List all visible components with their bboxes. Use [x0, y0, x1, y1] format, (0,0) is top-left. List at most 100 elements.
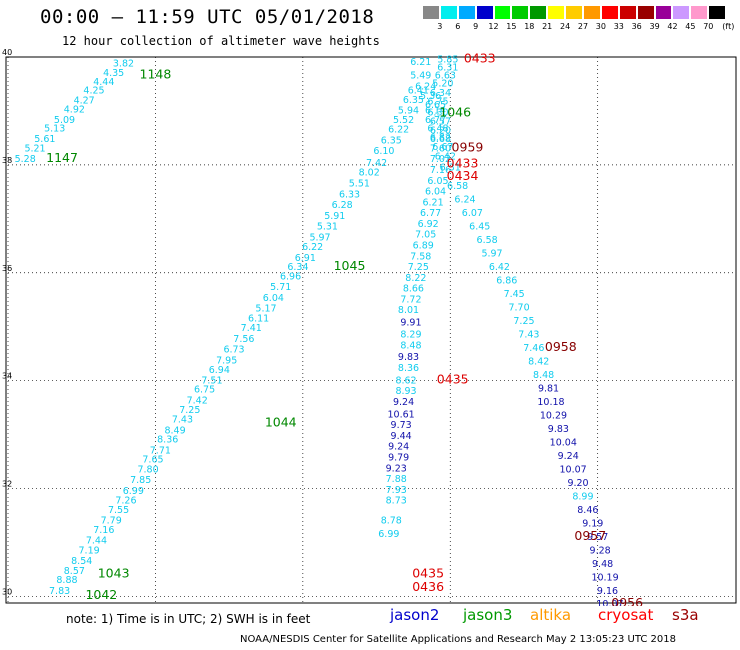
wave-height-value: 7.60 — [430, 143, 451, 154]
lat-tick-label: 36 — [2, 264, 12, 273]
wave-height-value: 6.35 — [403, 95, 424, 106]
wave-height-value: 6.63 — [435, 71, 456, 82]
wave-height-value: 6.10 — [373, 146, 394, 157]
wave-height-value: 9.24 — [558, 451, 579, 462]
wave-height-value: 5.21 — [24, 143, 45, 154]
legend-altika: altika — [530, 606, 572, 624]
wave-height-value: 6.58 — [477, 235, 498, 246]
wave-height-value: 8.36 — [398, 363, 419, 374]
wave-height-value: 6.65 — [425, 100, 446, 111]
color-bin — [422, 5, 440, 20]
wave-height-value: 5.17 — [255, 304, 276, 315]
wave-height-value: 9.20 — [567, 478, 588, 489]
wave-height-value: 5.52 — [393, 115, 414, 126]
wave-height-value: 9.16 — [597, 586, 618, 597]
wave-height-value: 6.67 — [432, 142, 453, 153]
lon-tick-label: 165 — [1, 605, 16, 606]
pass-time-label: 0436 — [412, 579, 444, 594]
wave-height-value: 5.28 — [15, 154, 36, 165]
lon-tick-label: 168 — [148, 605, 163, 606]
wave-height-value: 7.25 — [408, 262, 429, 273]
wave-height-value: 8.42 — [528, 356, 549, 367]
color-bin — [654, 5, 673, 20]
wave-height-value: 7.41 — [241, 323, 262, 334]
color-bin-label: 18 — [524, 22, 535, 31]
wave-height-value: 6.24 — [415, 81, 436, 92]
pass-time-label: 1148 — [140, 67, 172, 82]
wave-height-value: 6.77 — [425, 115, 446, 126]
wave-height-value: 8.57 — [64, 566, 85, 577]
wave-height-value: 7.43 — [172, 415, 193, 426]
color-bin-label: 70 — [703, 22, 714, 31]
wave-height-value: 5.94 — [398, 106, 419, 117]
color-bin — [618, 5, 637, 20]
wave-height-value: 6.77 — [420, 208, 441, 219]
color-bin-label: 12 — [488, 22, 499, 31]
wave-height-value: 5.13 — [44, 123, 65, 134]
wave-height-value: 6.28 — [332, 200, 353, 211]
wave-height-value: 7.80 — [137, 464, 158, 475]
wave-height-value: 8.48 — [400, 340, 421, 351]
wave-height-value: 9.24 — [388, 442, 409, 453]
units-note: note: 1) Time is in UTC; 2) SWH is in fe… — [66, 612, 311, 626]
track-a: 3.824.354.444.254.274.925.095.135.615.21… — [15, 59, 134, 165]
wave-height-value: 6.99 — [378, 529, 399, 540]
lon-tick-label: 171 — [296, 605, 311, 606]
color-bin — [475, 5, 494, 20]
wave-height-value: 8.46 — [577, 505, 598, 516]
wave-height-value: 6.24 — [454, 195, 475, 206]
wave-height-value: 7.56 — [233, 334, 254, 345]
wave-height-value: 9.57 — [587, 532, 608, 543]
wave-height-value: 6.05 — [427, 176, 448, 187]
wave-height-value: 8.78 — [381, 516, 402, 527]
wave-height-value: 7.42 — [187, 395, 208, 406]
wave-height-value: 7.79 — [101, 516, 122, 527]
wave-height-value: 6.31 — [437, 62, 458, 73]
wave-height-value: 7.65 — [142, 455, 163, 466]
color-bin — [600, 5, 619, 20]
wave-height-value: 8.99 — [572, 491, 593, 502]
wave-height-value: 10.07 — [560, 464, 587, 475]
track-b: 6.416.355.945.526.226.356.107.428.025.51… — [49, 86, 429, 597]
wave-height-value: 6.75 — [194, 385, 215, 396]
wave-height-value: 7.85 — [130, 475, 151, 486]
wave-height-value: 8.73 — [386, 496, 407, 507]
legend-cryosat: cryosat — [598, 606, 654, 624]
wave-height-value: 10.61 — [388, 409, 415, 420]
color-bin-label: 36 — [631, 22, 642, 31]
wave-height-value: 6.42 — [435, 151, 456, 162]
wave-height-value: 4.25 — [83, 86, 104, 97]
wave-height-value: 8.48 — [533, 370, 554, 381]
pass-time-label: 0958 — [545, 339, 577, 354]
wave-height-value: 7.51 — [201, 375, 222, 386]
wave-height-value: 6.45 — [469, 222, 490, 233]
wave-height-value: 6.31 — [440, 162, 461, 173]
wave-height-value: 6.75 — [427, 96, 448, 107]
wave-height-value: 6.96 — [280, 271, 301, 282]
wave-height-value: 6.57 — [430, 116, 451, 127]
wave-height-value: 6.07 — [462, 208, 483, 219]
color-bin-label: 45 — [685, 22, 696, 31]
wave-height-value: 7.83 — [49, 586, 70, 597]
wave-height-value: 5.61 — [34, 134, 55, 145]
wave-height-value: 6.42 — [489, 262, 510, 273]
wave-height-value: 10.07 — [596, 599, 623, 606]
pass-time-label: 1042 — [85, 587, 117, 602]
color-bin-label: 15 — [506, 22, 517, 31]
pass-time-label: 0434 — [447, 168, 479, 183]
wave-height-value: 6.73 — [223, 345, 244, 356]
wave-height-value: 6.14 — [425, 106, 446, 117]
wave-height-value: 8.54 — [71, 556, 92, 567]
wave-height-value: 8.66 — [403, 284, 424, 295]
lat-tick-label: 34 — [2, 372, 12, 381]
wave-height-value: 7.16 — [93, 525, 114, 536]
color-bin-label: 3 — [437, 22, 443, 31]
lon-tick-label: 174 — [443, 605, 458, 606]
color-bin-label: 39 — [649, 22, 660, 31]
color-scale-labels: 3 6 9 12 15 18 21 24 27 30 33 36 39 42 45 70 (ft) — [422, 22, 740, 34]
pass-time-label: 0959 — [452, 139, 484, 154]
wave-height-value: 7.55 — [108, 505, 129, 516]
wave-height-value: 6.48 — [427, 123, 448, 134]
map-frame — [5, 56, 737, 604]
wave-height-value: 5.31 — [317, 222, 338, 233]
